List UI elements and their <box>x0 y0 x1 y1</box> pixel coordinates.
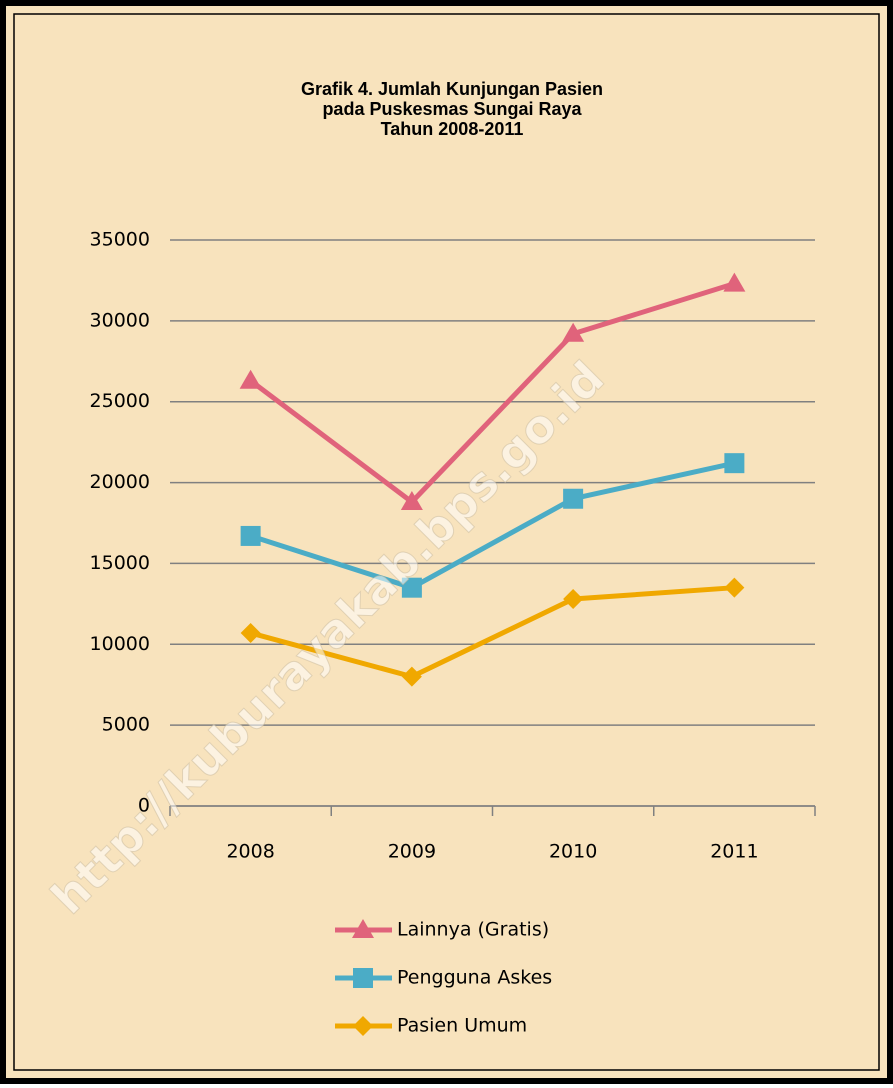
y-tick-label: 35000 <box>90 229 150 251</box>
marker <box>563 589 584 610</box>
marker <box>724 577 745 598</box>
series-line <box>249 585 735 680</box>
marker <box>563 488 584 509</box>
inner-frame <box>13 13 880 1071</box>
x-tick-label: 2011 <box>710 841 758 863</box>
y-tick-label: 20000 <box>90 471 150 493</box>
legend-label: Pengguna Askes <box>397 967 552 989</box>
y-tick-label: 10000 <box>90 633 150 655</box>
chart-title: Tahun 2008-2011 <box>381 119 524 139</box>
marker <box>240 525 261 546</box>
y-tick-label: 15000 <box>90 552 150 574</box>
legend-label: Pasien Umum <box>397 1015 527 1037</box>
marker <box>400 490 423 510</box>
marker <box>239 369 262 389</box>
marker <box>723 272 746 292</box>
chart-title: Grafik 4. Jumlah Kunjungan Pasien <box>301 79 603 99</box>
x-tick-label: 2009 <box>388 841 436 863</box>
legend-marker <box>353 968 373 988</box>
chart-title: pada Puskesmas Sungai Raya <box>322 99 582 119</box>
y-tick-label: 0 <box>138 795 150 817</box>
marker <box>562 322 585 342</box>
series-line <box>249 460 735 591</box>
series-line <box>249 281 736 505</box>
legend-marker <box>353 1016 373 1036</box>
marker <box>240 622 261 643</box>
y-tick-label: 30000 <box>90 309 150 331</box>
x-tick-label: 2010 <box>549 841 597 863</box>
marker <box>724 453 745 474</box>
x-tick-label: 2008 <box>226 841 274 863</box>
y-tick-label: 25000 <box>90 390 150 412</box>
marker <box>401 666 422 687</box>
y-tick-label: 5000 <box>102 714 150 736</box>
legend-marker <box>352 919 374 938</box>
marker <box>401 577 422 598</box>
legend-label: Lainnya (Gratis) <box>397 919 549 941</box>
